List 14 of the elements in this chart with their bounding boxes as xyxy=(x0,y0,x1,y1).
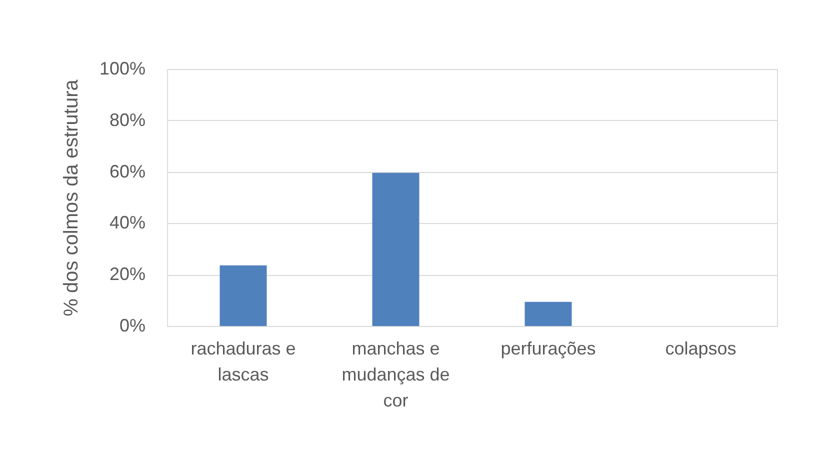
x-tick-label: perfurações xyxy=(500,338,596,358)
bar xyxy=(524,302,572,326)
y-tick-label: 0% xyxy=(119,316,146,336)
bar xyxy=(372,172,420,326)
x-tick-label: manchas e mudanças de cor xyxy=(342,338,450,410)
bar xyxy=(220,265,267,326)
y-axis-title: % dos colmos da estrutura xyxy=(60,78,82,316)
y-tick-label: 100% xyxy=(99,58,146,78)
y-tick-label: 80% xyxy=(109,110,146,130)
x-tick-label: colapsos xyxy=(665,338,736,358)
x-tick-label: rachaduras e lascas xyxy=(190,338,296,384)
y-tick-label: 20% xyxy=(109,264,146,284)
y-tick-label: 40% xyxy=(109,212,146,233)
y-tick-label: 60% xyxy=(109,161,146,182)
